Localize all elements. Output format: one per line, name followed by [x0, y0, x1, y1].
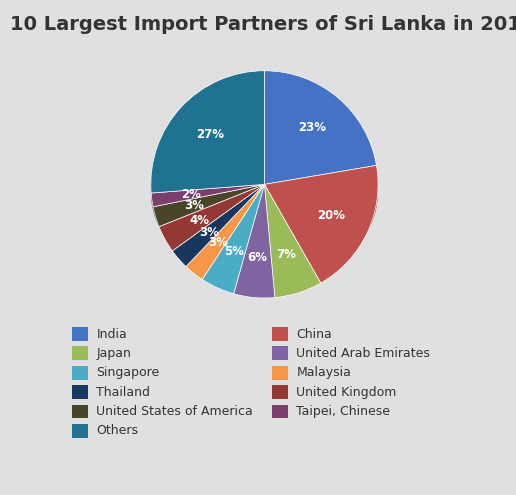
Text: China: China — [296, 328, 332, 341]
PathPatch shape — [153, 203, 159, 227]
Wedge shape — [265, 165, 378, 283]
Text: United Arab Emirates: United Arab Emirates — [296, 347, 430, 360]
Text: 2%: 2% — [181, 188, 201, 201]
Text: 10 Largest Import Partners of Sri Lanka in 2015: 10 Largest Import Partners of Sri Lanka … — [10, 15, 516, 34]
FancyBboxPatch shape — [72, 327, 89, 341]
PathPatch shape — [202, 265, 234, 284]
Text: 20%: 20% — [317, 209, 345, 222]
Text: India: India — [96, 328, 127, 341]
Text: 5%: 5% — [224, 245, 244, 258]
FancyBboxPatch shape — [272, 385, 288, 399]
Wedge shape — [186, 184, 265, 280]
PathPatch shape — [151, 88, 265, 196]
Text: Japan: Japan — [96, 347, 132, 360]
FancyBboxPatch shape — [272, 366, 288, 380]
PathPatch shape — [159, 220, 172, 248]
FancyBboxPatch shape — [72, 424, 89, 438]
PathPatch shape — [321, 168, 378, 275]
Wedge shape — [264, 71, 377, 184]
Text: 27%: 27% — [196, 128, 224, 141]
Text: Others: Others — [96, 424, 138, 438]
Text: 6%: 6% — [248, 251, 268, 264]
Wedge shape — [151, 184, 265, 207]
Text: 3%: 3% — [199, 226, 219, 240]
PathPatch shape — [186, 254, 202, 272]
PathPatch shape — [275, 268, 321, 288]
Text: 4%: 4% — [190, 213, 209, 227]
PathPatch shape — [172, 241, 186, 261]
Wedge shape — [265, 184, 321, 297]
FancyBboxPatch shape — [72, 385, 89, 399]
Wedge shape — [234, 184, 275, 298]
Text: United States of America: United States of America — [96, 405, 253, 418]
FancyBboxPatch shape — [272, 346, 288, 360]
Text: Singapore: Singapore — [96, 366, 160, 379]
Text: 3%: 3% — [208, 236, 229, 248]
FancyBboxPatch shape — [72, 346, 89, 360]
PathPatch shape — [151, 192, 153, 210]
Wedge shape — [172, 184, 265, 266]
PathPatch shape — [265, 88, 377, 175]
Text: Malaysia: Malaysia — [296, 366, 351, 379]
FancyBboxPatch shape — [272, 404, 288, 418]
Wedge shape — [153, 184, 265, 227]
FancyBboxPatch shape — [272, 327, 288, 341]
Text: 3%: 3% — [184, 199, 204, 212]
Wedge shape — [202, 184, 265, 294]
FancyBboxPatch shape — [72, 366, 89, 380]
Wedge shape — [159, 184, 265, 251]
PathPatch shape — [234, 277, 275, 288]
Text: Taipei, Chinese: Taipei, Chinese — [296, 405, 391, 418]
Text: United Kingdom: United Kingdom — [296, 386, 397, 398]
Wedge shape — [151, 71, 265, 193]
Text: 23%: 23% — [298, 121, 326, 135]
FancyBboxPatch shape — [72, 404, 89, 418]
Text: Thailand: Thailand — [96, 386, 151, 398]
Text: 7%: 7% — [277, 248, 297, 261]
